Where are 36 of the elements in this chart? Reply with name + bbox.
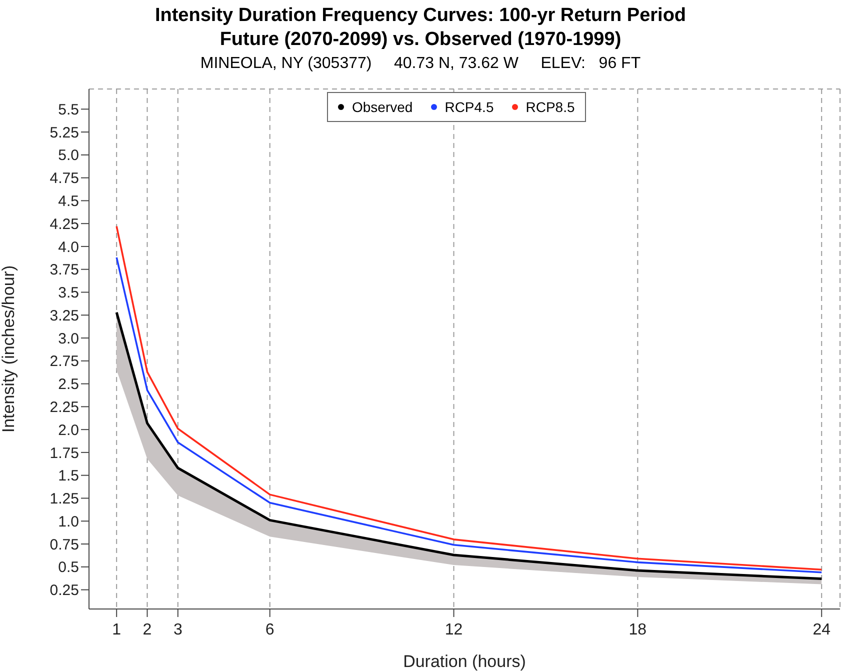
x-tick-label: 1 <box>112 621 122 638</box>
y-tick-label: 4.5 <box>58 193 79 210</box>
chart-subtitle: MINEOLA, NY (305377) 40.73 N, 73.62 W ELEV: 96 FT <box>199 54 642 74</box>
x-tick-label: 3 <box>173 621 182 638</box>
legend-label: RCP4.5 <box>444 99 494 115</box>
y-tick-label: 2.25 <box>50 399 79 416</box>
y-tick-label: 5.0 <box>58 147 79 164</box>
x-tick-label: 12 <box>444 621 463 638</box>
y-tick-label: 2.0 <box>58 422 79 439</box>
y-tick-label: 3.0 <box>58 330 79 348</box>
y-tick-label: 1.5 <box>58 468 79 485</box>
y-tick-label: 2.75 <box>50 353 79 370</box>
y-tick-label: 5.25 <box>50 124 79 142</box>
x-tick-label: 2 <box>142 621 152 638</box>
y-tick-label: 1.25 <box>50 490 79 508</box>
y-tick-label: 5.5 <box>58 101 79 118</box>
y-tick-label: 3.5 <box>58 284 79 302</box>
y-tick-label: 0.5 <box>58 559 79 576</box>
x-tick-label: 18 <box>628 621 647 638</box>
y-tick-label: 0.25 <box>50 582 79 600</box>
y-tick-label: 4.75 <box>50 170 79 188</box>
y-tick-label: 1.0 <box>58 513 79 530</box>
y-tick-label: 2.5 <box>58 376 79 394</box>
y-tick-label: 4.25 <box>50 216 79 233</box>
legend-label: RCP8.5 <box>526 99 575 115</box>
y-tick-label: 4.0 <box>58 238 79 256</box>
y-axis-title: Intensity (inches/hour) <box>0 265 18 433</box>
y-tick-label: 3.75 <box>50 262 79 279</box>
legend-label: Observed <box>352 99 413 115</box>
x-axis-title: Duration (hours) <box>403 652 526 671</box>
y-tick-label: 0.75 <box>50 536 79 554</box>
y-tick-label: 1.75 <box>50 444 79 462</box>
chart-title: Intensity Duration Frequency Curves: 100-yr Return Period Future (2070-2099) vs. Observed (1970-1999) <box>154 4 688 52</box>
y-tick-label: 3.25 <box>50 307 79 324</box>
x-tick-label: 6 <box>265 621 274 638</box>
x-tick-label: 24 <box>812 621 831 638</box>
